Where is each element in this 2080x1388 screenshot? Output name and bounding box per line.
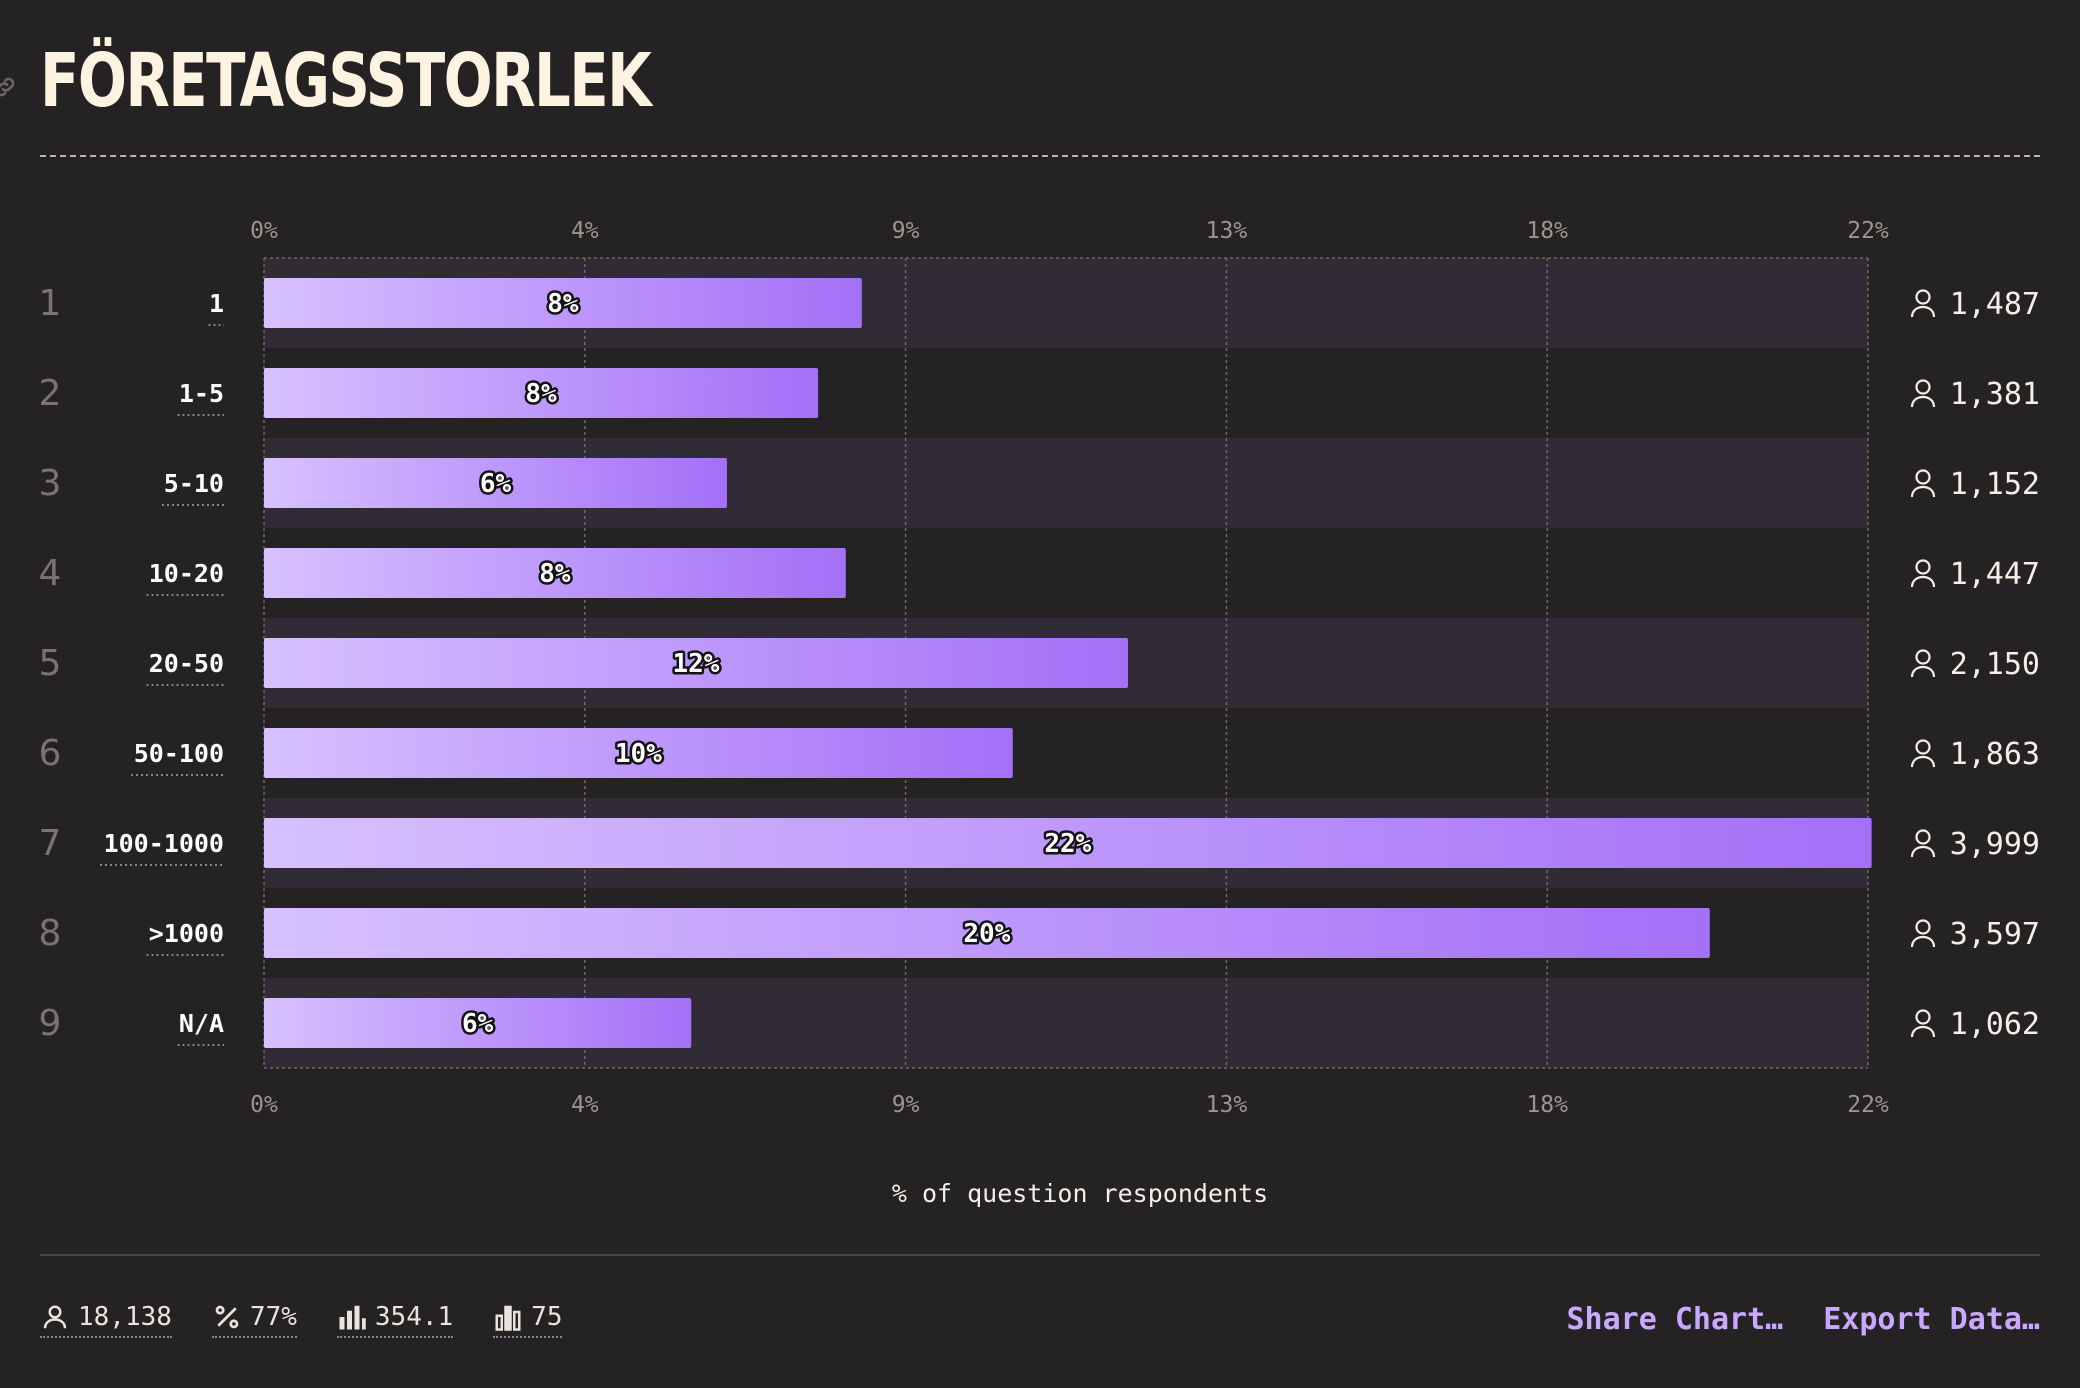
percent-icon <box>215 1305 239 1329</box>
x-tick-label-top: 4% <box>571 218 599 244</box>
person-icon <box>1910 739 1936 768</box>
respondent-count: 1,863 <box>1950 737 2040 772</box>
x-tick-label-top: 0% <box>250 218 278 244</box>
bar[interactable] <box>264 458 727 508</box>
x-axis-title: % of question respondents <box>892 1179 1268 1208</box>
respondent-count: 1,487 <box>1950 287 2040 322</box>
respondent-count: 1,381 <box>1950 377 2040 412</box>
respondent-count: 2,150 <box>1950 647 2040 682</box>
x-tick-label-top: 13% <box>1206 218 1248 244</box>
rank-number: 3 <box>39 463 62 504</box>
x-tick-label-top: 22% <box>1847 218 1889 244</box>
bar[interactable] <box>264 728 1013 778</box>
category-label[interactable]: 50-100 <box>134 739 224 768</box>
bar-value-label: 8% <box>539 559 571 589</box>
person-icon <box>1910 289 1936 318</box>
bar[interactable] <box>264 908 1710 958</box>
respondent-count: 1,447 <box>1950 557 2040 592</box>
x-tick-label-top: 9% <box>892 218 920 244</box>
bar-chart-icon <box>339 1305 366 1330</box>
x-tick-label-bottom: 9% <box>892 1092 920 1118</box>
columns-stat[interactable]: 75 <box>493 1302 563 1338</box>
person-icon <box>1910 1009 1936 1038</box>
bar-value-label: 10% <box>615 739 662 769</box>
percent-value: 77% <box>249 1302 297 1332</box>
bar[interactable] <box>264 638 1128 688</box>
bar-chart: 0% 4% 9% 13% 18% 22% 0% 4% 9% 13% 18% 22% 1 1 8% 1,48… <box>39 218 2040 1208</box>
person-icon <box>1910 559 1936 588</box>
bar[interactable] <box>264 548 846 598</box>
bar[interactable] <box>264 998 692 1048</box>
bar-value-label: 12% <box>673 649 720 679</box>
rank-number: 7 <box>39 823 62 864</box>
category-label[interactable]: N/A <box>179 1009 224 1038</box>
bar[interactable] <box>264 818 1872 868</box>
rank-number: 8 <box>39 913 62 954</box>
footer-stats: 18,138 77% 354.1 75 <box>40 1302 563 1338</box>
bar-row[interactable]: 9 N/A 6% 1,062 <box>39 998 2040 1048</box>
respondent-count: 1,152 <box>1950 467 2040 502</box>
x-tick-label-bottom: 0% <box>250 1092 278 1118</box>
rank-number: 6 <box>39 733 62 774</box>
bar-value-label: 8% <box>547 289 579 319</box>
percent-stat[interactable]: 77% <box>211 1302 297 1338</box>
bar-value-label: 8% <box>525 379 557 409</box>
category-label[interactable]: 10-20 <box>149 559 224 588</box>
x-tick-label-bottom: 4% <box>571 1092 599 1118</box>
bar-row[interactable]: 3 5-10 6% 1,152 <box>39 458 2040 508</box>
respondent-count: 1,062 <box>1950 1007 2040 1042</box>
bar-row[interactable]: 6 50-100 10% 1,863 <box>39 728 2040 778</box>
person-icon <box>1910 379 1936 408</box>
category-label[interactable]: 1-5 <box>179 379 224 408</box>
bar-row[interactable]: 2 1-5 8% 1,381 <box>39 368 2040 418</box>
bar-value-label: 22% <box>1044 829 1091 859</box>
bar-row[interactable]: 4 10-20 8% 1,447 <box>39 548 2040 598</box>
page-title: FÖRETAGSSTORLEK <box>40 38 652 124</box>
category-label[interactable]: 5-10 <box>164 469 224 498</box>
distribution-stat[interactable]: 354.1 <box>336 1302 454 1338</box>
respondent-count: 3,597 <box>1950 917 2040 952</box>
title-divider <box>40 155 2040 157</box>
x-tick-label-bottom: 22% <box>1847 1092 1889 1118</box>
column-chart-icon <box>495 1305 521 1331</box>
share-chart-button[interactable]: Share Chart… <box>1566 1302 1784 1337</box>
x-tick-label-top: 18% <box>1526 218 1568 244</box>
bar-value-label: 6% <box>462 1009 494 1039</box>
bar[interactable] <box>264 368 819 418</box>
bar-row[interactable]: 8 >1000 20% 3,597 <box>39 908 2040 958</box>
rank-number: 5 <box>39 643 62 684</box>
category-label[interactable]: 1 <box>209 289 224 318</box>
bar-row[interactable]: 1 1 8% 1,487 <box>39 278 2040 328</box>
distribution-value: 354.1 <box>374 1302 454 1332</box>
person-icon <box>43 1305 67 1329</box>
bar-row[interactable]: 7 100-1000 22% 3,999 <box>39 818 2040 868</box>
columns-value: 75 <box>531 1302 563 1332</box>
respondents-value: 18,138 <box>78 1302 172 1332</box>
category-label[interactable]: 20-50 <box>149 649 224 678</box>
rank-number: 2 <box>39 373 62 414</box>
export-data-button[interactable]: Export Data… <box>1823 1302 2040 1337</box>
bar-value-label: 20% <box>963 919 1010 949</box>
link-icon[interactable] <box>0 74 18 100</box>
respondent-count: 3,999 <box>1950 827 2040 862</box>
person-icon <box>1910 649 1936 678</box>
person-icon <box>1910 919 1936 948</box>
person-icon <box>1910 829 1936 858</box>
person-icon <box>1910 469 1936 498</box>
footer-actions: Share Chart… Export Data… <box>1567 1302 2041 1337</box>
bar[interactable] <box>264 278 862 328</box>
bar-row[interactable]: 5 20-50 12% 2,150 <box>39 638 2040 688</box>
rank-number: 4 <box>39 553 62 594</box>
x-tick-label-bottom: 18% <box>1526 1092 1568 1118</box>
footer-divider <box>40 1254 2040 1256</box>
category-label[interactable]: >1000 <box>149 919 224 948</box>
category-label[interactable]: 100-1000 <box>104 829 224 858</box>
x-tick-label-bottom: 13% <box>1206 1092 1248 1118</box>
respondents-stat[interactable]: 18,138 <box>40 1302 172 1338</box>
rank-number: 9 <box>39 1003 62 1044</box>
rank-number: 1 <box>39 283 62 324</box>
bar-value-label: 6% <box>480 469 512 499</box>
